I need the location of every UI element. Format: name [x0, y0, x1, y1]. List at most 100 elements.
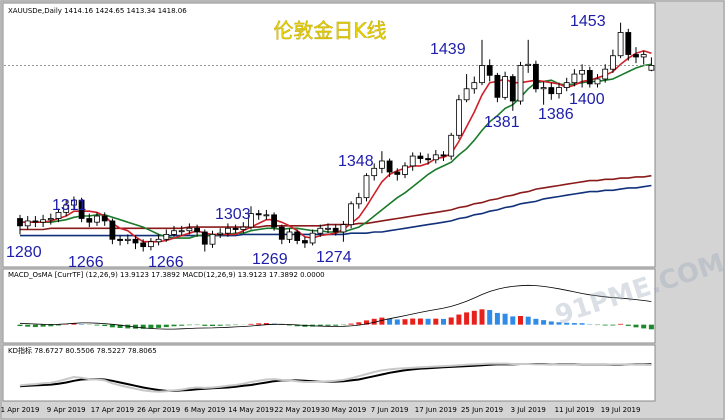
candle-body	[78, 199, 85, 219]
histogram-bar	[448, 317, 454, 325]
histogram-bar	[464, 312, 470, 325]
signal-line	[19, 284, 652, 330]
candle-body	[178, 230, 185, 233]
histogram-bar	[602, 324, 608, 326]
x-tick-label: 30 May 2019	[321, 406, 367, 414]
x-tick-label: 6 May 2019	[184, 406, 225, 414]
moving-average	[20, 174, 652, 231]
histogram-bar	[25, 324, 31, 327]
candle-body	[533, 63, 539, 90]
candle-body	[163, 234, 170, 240]
histogram-bar	[518, 316, 523, 325]
candle-body	[425, 158, 432, 161]
last-high: 1424.65	[95, 7, 124, 15]
candle-body	[309, 232, 316, 244]
kd-header: KD指标 78.6727 80.5506 78.5227 78.8065	[8, 346, 157, 355]
candle-body	[209, 234, 216, 245]
candle-body	[278, 226, 285, 240]
candle-body	[633, 54, 639, 58]
candle-body	[525, 63, 532, 66]
candle-body	[325, 227, 331, 230]
candle-body	[517, 65, 524, 102]
candle-body	[32, 220, 39, 223]
candle-body	[317, 227, 324, 234]
histogram-bar	[648, 324, 654, 330]
candle-body	[571, 73, 578, 84]
kd-panel	[2, 344, 656, 402]
histogram-bar	[102, 324, 108, 326]
histogram-bar	[410, 318, 416, 325]
price-annotation: 1269	[252, 251, 288, 268]
histogram-bar	[133, 324, 138, 329]
candle-body	[448, 134, 455, 157]
price-annotation: 1381	[484, 114, 520, 131]
candle-body	[224, 227, 231, 234]
candle-body	[240, 226, 247, 230]
kd-line	[19, 362, 652, 393]
candle-body	[594, 78, 601, 85]
histogram-bar	[494, 312, 500, 325]
histogram-bar	[263, 323, 269, 325]
x-tick-label: 3 Jul 2019	[511, 406, 546, 414]
histogram-bar	[402, 319, 408, 325]
x-tick-label: 7 Jun 2019	[371, 406, 409, 414]
x-tick-label: 1 Apr 2019	[1, 406, 40, 414]
candle-body	[171, 230, 177, 235]
candle-body	[248, 213, 254, 228]
histogram-bar	[471, 310, 477, 325]
histogram-bar	[479, 309, 485, 325]
histogram-bar	[217, 324, 223, 326]
candle-body	[455, 99, 462, 136]
candle-body	[378, 160, 385, 169]
histogram-bar	[125, 324, 131, 329]
macd-header: MACD_OsMA [CurrTF] (12,26,9) 13.9123 17.…	[8, 271, 325, 279]
histogram-bar	[571, 323, 577, 325]
histogram-bar	[148, 324, 154, 329]
candle-body	[86, 218, 93, 223]
candle-body	[509, 76, 516, 102]
histogram-bar	[210, 324, 215, 326]
candle-body	[332, 227, 339, 233]
candle-body	[194, 227, 201, 233]
histogram-bar	[510, 316, 516, 325]
histogram-bar	[179, 324, 185, 326]
x-tick-label: 25 Jun 2019	[461, 406, 503, 414]
candle-body	[417, 155, 424, 159]
last-low: 1413.34	[127, 7, 156, 15]
histogram-bar	[456, 314, 462, 325]
histogram-bar	[417, 318, 423, 325]
histogram-bar	[109, 324, 115, 328]
candle-body	[186, 227, 193, 232]
histogram-bar	[379, 317, 385, 325]
candle-body	[55, 211, 62, 219]
histogram-bar	[140, 324, 146, 329]
last-open: 1414.16	[64, 7, 93, 15]
histogram-bar	[502, 313, 508, 325]
candle-body	[47, 218, 54, 221]
price-annotation: 1266	[148, 254, 184, 271]
x-tick-label: 26 Apr 2019	[137, 406, 180, 414]
histogram-bar	[425, 318, 431, 325]
histogram-bar	[287, 324, 292, 326]
candle-body	[602, 68, 609, 80]
candle-body	[255, 213, 262, 216]
candle-body	[263, 214, 270, 217]
histogram-bar	[610, 324, 616, 326]
candle-body	[147, 241, 154, 248]
candle-body	[563, 82, 570, 88]
histogram-bar	[433, 318, 439, 325]
candle-body	[394, 171, 401, 175]
x-tick-label: 19 Jul 2019	[601, 406, 641, 414]
histogram-bar	[556, 322, 562, 325]
candle-body	[409, 155, 416, 167]
histogram-bar	[186, 324, 192, 326]
histogram-bar	[71, 323, 77, 325]
candle-body	[217, 232, 224, 235]
price-panel	[2, 2, 656, 268]
histogram-bar	[171, 324, 177, 327]
histogram-bar	[117, 324, 123, 328]
histogram-bar	[387, 318, 393, 325]
histogram-bar	[548, 321, 554, 325]
histogram-bar	[625, 324, 631, 326]
candle-body	[17, 218, 23, 227]
